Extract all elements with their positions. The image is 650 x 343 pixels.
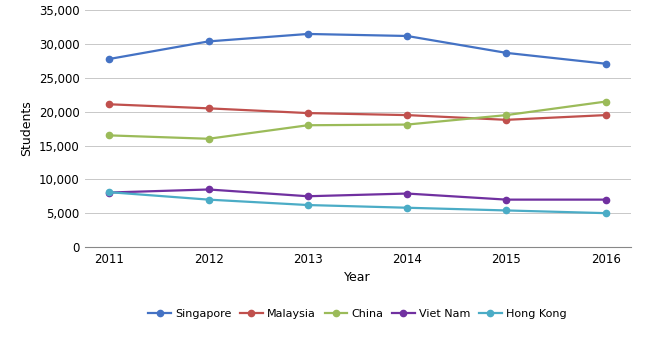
China — [304, 123, 312, 127]
Singapore — [205, 39, 213, 44]
Line: Hong Kong: Hong Kong — [106, 189, 609, 216]
Malaysia — [602, 113, 610, 117]
Line: Singapore: Singapore — [106, 31, 609, 67]
Hong Kong — [502, 209, 510, 213]
Viet Nam — [602, 198, 610, 202]
Malaysia — [502, 118, 510, 122]
Viet Nam — [105, 190, 113, 194]
China — [205, 137, 213, 141]
Malaysia — [403, 113, 411, 117]
China — [602, 99, 610, 104]
Hong Kong — [105, 190, 113, 194]
China — [403, 122, 411, 127]
Hong Kong — [205, 198, 213, 202]
Y-axis label: Students: Students — [20, 101, 33, 156]
Singapore — [403, 34, 411, 38]
Viet Nam — [403, 191, 411, 196]
Viet Nam — [205, 187, 213, 191]
Singapore — [502, 51, 510, 55]
China — [105, 133, 113, 138]
Hong Kong — [304, 203, 312, 207]
Singapore — [304, 32, 312, 36]
Hong Kong — [602, 211, 610, 215]
Hong Kong — [403, 206, 411, 210]
Malaysia — [304, 111, 312, 115]
Viet Nam — [502, 198, 510, 202]
Legend: Singapore, Malaysia, China, Viet Nam, Hong Kong: Singapore, Malaysia, China, Viet Nam, Ho… — [144, 305, 571, 323]
Singapore — [105, 57, 113, 61]
X-axis label: Year: Year — [344, 271, 370, 284]
Malaysia — [105, 102, 113, 106]
Singapore — [602, 62, 610, 66]
Line: China: China — [106, 98, 609, 142]
Line: Malaysia: Malaysia — [106, 101, 609, 123]
Line: Viet Nam: Viet Nam — [106, 186, 609, 203]
Viet Nam — [304, 194, 312, 198]
China — [502, 113, 510, 117]
Malaysia — [205, 106, 213, 110]
